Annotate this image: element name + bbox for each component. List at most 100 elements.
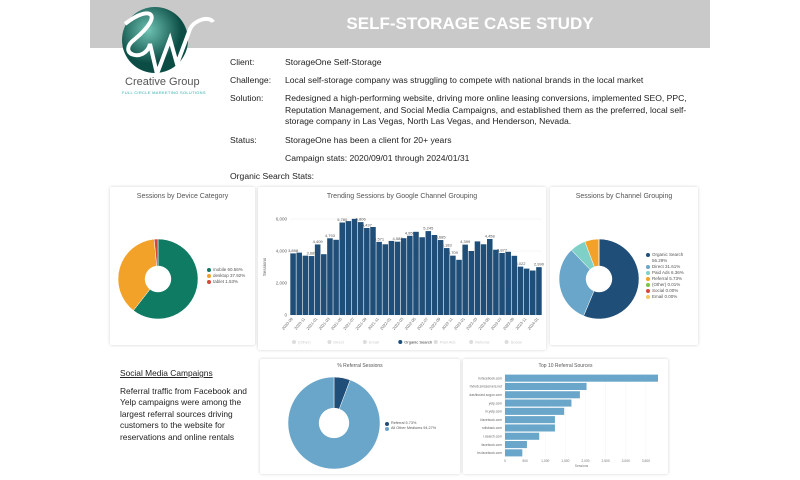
bar: [505, 449, 523, 457]
bar: [321, 254, 327, 315]
bar: [499, 252, 505, 315]
bar: [308, 256, 315, 315]
category-label: facebook.com: [481, 443, 502, 447]
donut-hole: [144, 265, 172, 293]
bar: [364, 228, 370, 315]
category-label: dashboard.sogon.com: [469, 393, 502, 397]
info-key: Status:: [230, 135, 257, 145]
info-campaign: Campaign stats: 2020/09/01 through 2024/…: [230, 153, 705, 165]
social-heading: Social Media Campaigns: [120, 368, 213, 378]
bar: [511, 255, 518, 315]
legend-dot-icon: [646, 271, 650, 275]
device-pie: [118, 239, 198, 319]
bar: [505, 391, 580, 399]
data-label: 5,245: [423, 226, 434, 231]
info-client: Client: StorageOne Self-Storage: [230, 57, 705, 69]
info-solution: Solution: Redesigned a high-performing we…: [230, 93, 705, 128]
channel-legend: Organic Search 56.29% Direct 31.61% Paid A…: [646, 252, 696, 300]
category-label: rtvhub.smsservers.net: [470, 385, 503, 389]
y-tick-label: 6,000: [276, 217, 288, 222]
legend-label: tablet 1.53%: [213, 279, 239, 284]
legend-item: Social 0.00%: [646, 288, 696, 294]
x-tick-label: 2021-09: [354, 316, 368, 331]
data-label: 5,780: [337, 217, 348, 222]
x-axis-label: Sessions: [575, 464, 589, 468]
bar: [505, 424, 555, 432]
donut-hole: [318, 407, 350, 439]
legend-dot-icon: [385, 422, 389, 426]
legend-dot-icon: [207, 280, 211, 284]
top-referrals-card: Top 10 Referral Sources 0 500 1,000 1,500 2,…: [463, 359, 668, 474]
social-media-section: Social Media Campaigns Referral traffic …: [120, 368, 260, 443]
bar: [327, 238, 333, 315]
legend-label: Direct: [333, 340, 344, 345]
bar: [351, 218, 358, 315]
bar: [419, 237, 425, 315]
bar: [450, 255, 456, 315]
pie-slice: [118, 239, 159, 311]
data-label: 4,571: [374, 236, 385, 241]
info-status: Status: StorageOne has been a client for …: [230, 135, 705, 147]
legend-label: Paid Ads 6.36%: [652, 270, 684, 275]
logo-tagline: FULL CIRCLE MARKETING SOLUTIONS: [122, 90, 206, 95]
x-tick-label: 2022-01: [379, 316, 393, 331]
bar: [486, 239, 493, 315]
x-tick-label: 2,500: [602, 459, 610, 463]
category-label: m.yelp.com: [485, 410, 502, 414]
category-label: r.search.com: [483, 434, 502, 438]
chart-title: Sessions by Device Category: [136, 193, 229, 200]
bar: [333, 239, 339, 315]
data-label: 2,990: [534, 262, 545, 267]
bar: [357, 222, 364, 315]
referral-pie: [288, 377, 380, 469]
legend-dot-icon: [362, 340, 367, 344]
legend-dot-icon: [504, 340, 509, 344]
legend-label: Organic Search 56.29%: [652, 252, 684, 263]
x-tick-label: 2021-03: [317, 316, 331, 331]
bar: [290, 253, 296, 315]
device-card: Sessions by Device Category mobile 60.56…: [110, 187, 255, 345]
legend-dot-icon: [398, 340, 403, 344]
organic-label-text: Organic Search Stats:: [230, 171, 315, 181]
bar: [425, 231, 432, 315]
legend-item: Paid Ads 6.36%: [646, 270, 696, 276]
x-tick-label: 2023-05: [477, 316, 491, 331]
x-tick-label: 2024-01: [526, 316, 540, 331]
info-key: Solution:: [230, 93, 264, 103]
x-tick-label: 500: [522, 459, 528, 463]
legend-dot-icon: [207, 274, 211, 278]
category-label: yelp.com: [489, 401, 502, 405]
bar: [407, 235, 413, 315]
chart-title: Trending Sessions by Google Channel Grou…: [326, 193, 478, 200]
bar: [505, 432, 540, 440]
legend-dot-icon: [385, 427, 389, 431]
category-label: lm.facebook.com: [477, 451, 502, 455]
legend-dot-icon: [646, 265, 650, 269]
legend-label: Referral 5.73%: [652, 276, 683, 281]
organic-label: Organic Search Stats:: [230, 171, 314, 183]
legend-dot-icon: [646, 277, 650, 281]
legend-dot-icon: [469, 340, 474, 344]
referral-legend: Referral 5.73% All Other Mediums 94.27%: [385, 421, 460, 431]
x-tick-label: 2022-09: [428, 316, 442, 331]
channel-card: Sessions by Channel Grouping Organic Sea…: [550, 187, 698, 345]
legend-item: (Other) 0.01%: [646, 282, 696, 288]
info-value: Redesigned a high-performing website, dr…: [285, 93, 687, 126]
x-tick-label: 2021-05: [330, 316, 344, 331]
donut-hole: [585, 265, 613, 293]
data-label: 4,458: [485, 234, 496, 239]
x-tick-label: 1,500: [561, 459, 569, 463]
bar: [388, 240, 395, 315]
data-label: 3,685: [307, 251, 318, 256]
legend-label: desktop 37.92%: [213, 273, 246, 278]
legend-label: All Other Mediums 94.27%: [391, 426, 437, 430]
bar: [339, 222, 346, 315]
legend-label: (Other) 0.01%: [652, 282, 681, 287]
referral-pct-card: % Referral Sessions Referral 5.73% All Ot…: [260, 359, 460, 474]
bar: [474, 241, 481, 315]
legend-dot-icon: [646, 295, 650, 299]
legend-dot-icon: [207, 268, 211, 272]
bar: [505, 374, 658, 382]
bar: [376, 241, 382, 315]
